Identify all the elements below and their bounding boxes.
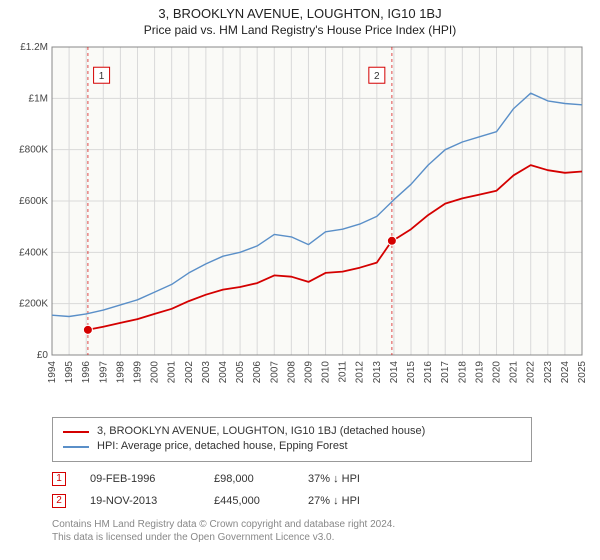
price-chart: £0 £200K £400K £600K £800K £1M £1.2M 1994 1995 19… (10, 41, 590, 411)
svg-text:1998: 1998 (115, 361, 126, 384)
sale-row: 2 19-NOV-2013 £445,000 27% ↓ HPI (52, 490, 590, 512)
sale-pct: 37% ↓ HPI (308, 473, 398, 485)
svg-text:2019: 2019 (474, 361, 485, 384)
svg-text:2001: 2001 (167, 361, 178, 384)
svg-text:2017: 2017 (440, 361, 451, 384)
svg-text:£1M: £1M (29, 93, 48, 104)
legend: 3, BROOKLYN AVENUE, LOUGHTON, IG10 1BJ (… (52, 417, 532, 462)
svg-text:2009: 2009 (303, 361, 314, 384)
svg-text:£0: £0 (37, 350, 49, 361)
svg-text:£200K: £200K (19, 299, 48, 310)
legend-label: HPI: Average price, detached house, Eppi… (97, 439, 348, 454)
svg-text:2007: 2007 (269, 361, 280, 384)
legend-row: 3, BROOKLYN AVENUE, LOUGHTON, IG10 1BJ (… (63, 424, 521, 439)
svg-text:2002: 2002 (184, 361, 195, 384)
svg-text:2023: 2023 (543, 361, 554, 384)
sale-row: 1 09-FEB-1996 £98,000 37% ↓ HPI (52, 468, 590, 490)
svg-text:2018: 2018 (457, 361, 468, 384)
legend-swatch (63, 446, 89, 448)
svg-text:2014: 2014 (389, 361, 400, 384)
svg-text:2005: 2005 (235, 361, 246, 384)
svg-text:£800K: £800K (19, 145, 48, 156)
svg-text:2008: 2008 (286, 361, 297, 384)
svg-text:£600K: £600K (19, 196, 48, 207)
svg-text:2024: 2024 (560, 361, 571, 384)
svg-text:2016: 2016 (423, 361, 434, 384)
svg-text:1997: 1997 (98, 361, 109, 384)
svg-text:1994: 1994 (47, 361, 58, 384)
legend-label: 3, BROOKLYN AVENUE, LOUGHTON, IG10 1BJ (… (97, 424, 425, 439)
sale-date: 19-NOV-2013 (90, 495, 190, 507)
legend-row: HPI: Average price, detached house, Eppi… (63, 439, 521, 454)
svg-text:2000: 2000 (150, 361, 161, 384)
sale-price: £445,000 (214, 495, 284, 507)
svg-text:2025: 2025 (577, 361, 588, 384)
sale-pct: 27% ↓ HPI (308, 495, 398, 507)
svg-text:1: 1 (99, 71, 105, 82)
svg-text:2: 2 (374, 71, 380, 82)
svg-text:2020: 2020 (492, 361, 503, 384)
svg-text:1996: 1996 (81, 361, 92, 384)
svg-text:1999: 1999 (132, 361, 143, 384)
svg-text:2011: 2011 (338, 361, 349, 383)
svg-text:2010: 2010 (321, 361, 332, 384)
svg-text:2006: 2006 (252, 361, 263, 384)
svg-text:2022: 2022 (526, 361, 537, 384)
sales-table: 1 09-FEB-1996 £98,000 37% ↓ HPI 2 19-NOV-2013… (52, 468, 590, 512)
footer-line: Contains HM Land Registry data © Crown c… (52, 518, 552, 531)
svg-text:£400K: £400K (19, 247, 48, 258)
attribution-footer: Contains HM Land Registry data © Crown c… (52, 518, 552, 544)
footer-line: This data is licensed under the Open Gov… (52, 531, 552, 544)
svg-text:2012: 2012 (355, 361, 366, 384)
svg-text:2003: 2003 (201, 361, 212, 384)
legend-swatch (63, 431, 89, 433)
svg-text:2004: 2004 (218, 361, 229, 384)
sale-price: £98,000 (214, 473, 284, 485)
page-title: 3, BROOKLYN AVENUE, LOUGHTON, IG10 1BJ (10, 6, 590, 21)
svg-text:£1.2M: £1.2M (20, 42, 48, 53)
svg-text:1995: 1995 (64, 361, 75, 384)
sale-marker: 2 (52, 494, 66, 508)
sale-marker: 1 (52, 472, 66, 486)
sale-date: 09-FEB-1996 (90, 473, 190, 485)
svg-text:2015: 2015 (406, 361, 417, 384)
svg-text:2021: 2021 (509, 361, 520, 384)
page-subtitle: Price paid vs. HM Land Registry's House … (10, 23, 590, 37)
svg-text:2013: 2013 (372, 361, 383, 384)
